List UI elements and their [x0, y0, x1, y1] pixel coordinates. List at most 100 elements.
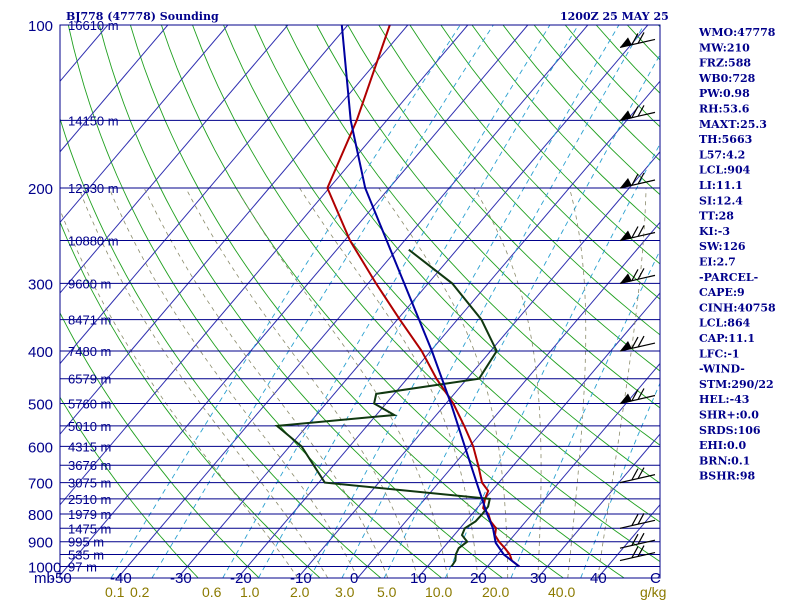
- index-value: -WIND-: [699, 363, 745, 376]
- height-label: 535 m: [68, 547, 104, 562]
- index-value: EI:2.7: [699, 256, 736, 269]
- mixing-ratio-tick-label: 0.6: [202, 584, 222, 600]
- height-label: 5010 m: [68, 419, 111, 434]
- moist-adiabat-line: [60, 208, 299, 578]
- index-value: WMO:47778: [698, 26, 776, 39]
- dry-adiabat-line: [60, 396, 199, 578]
- pressure-tick-label: 200: [28, 181, 53, 198]
- mixing-ratio-tick-label: 40.0: [548, 584, 575, 600]
- mixing-ratio-lines: [110, 25, 660, 578]
- pressure-tick-label: 100: [28, 18, 53, 35]
- isotherm-line: [297, 151, 660, 578]
- mixing-ratio-line: [341, 25, 645, 578]
- isotherm-line: [417, 292, 660, 578]
- mixing-ratio-tick-label: 0.1: [105, 584, 125, 600]
- moist-adiabat-line: [108, 187, 359, 578]
- isotherm-line: [60, 25, 229, 224]
- valid-time: 1200Z 25 MAY 25: [560, 10, 669, 23]
- height-label: 12330 m: [68, 181, 119, 196]
- height-label: 3676 m: [68, 458, 111, 473]
- mixing-ratio-line: [222, 25, 551, 578]
- pressure-tick-label: 800: [28, 507, 53, 524]
- index-value: SI:12.4: [699, 194, 743, 207]
- mixing-ratio-tick-label: 1.0: [240, 584, 260, 600]
- isotherm-line: [60, 25, 529, 577]
- pressure-tick-label: 1000: [28, 560, 61, 577]
- isotherm-line: [177, 25, 649, 578]
- wind-barb: [619, 268, 656, 284]
- pressure-tick-label: 600: [28, 439, 53, 456]
- dry-adiabat-line: [60, 311, 260, 578]
- index-value: EHI:0.0: [699, 439, 746, 452]
- dry-adiabat-line: [129, 25, 564, 578]
- index-value: LCL:864: [699, 317, 751, 330]
- dry-adiabat-line: [347, 25, 660, 372]
- series-temperature: [326, 25, 520, 568]
- indices-panel: WMO:47778 MW:210 FRZ:588 WB0:728 PW:0.98 RH:5…: [698, 26, 776, 483]
- height-label: 8471 m: [68, 313, 111, 328]
- index-value: LI:11.1: [699, 179, 743, 192]
- height-label: 2510 m: [68, 492, 111, 507]
- mixing-ratio-line: [151, 25, 494, 578]
- mixing-ratio-line: [383, 53, 660, 578]
- height-label: 6579 m: [68, 372, 111, 387]
- index-value: TH:5663: [699, 133, 752, 146]
- index-value: MAXT:25.3: [699, 118, 767, 131]
- index-value: SHR+:0.0: [699, 409, 759, 422]
- dry-adiabat-line: [409, 25, 660, 300]
- isotherm-line: [117, 25, 589, 578]
- index-value: L57:4.2: [699, 148, 745, 161]
- wind-barb: [619, 467, 656, 484]
- wind-barb: [619, 545, 656, 562]
- index-value: SW:126: [699, 240, 746, 253]
- sounding-profiles: [274, 25, 520, 568]
- series-dewpoint: [274, 248, 498, 568]
- moist-adiabat-line: [78, 187, 329, 578]
- dry-adiabat-line: [285, 25, 660, 446]
- index-value: CAPE:9: [699, 286, 745, 299]
- mixing-ratio-tick-label: 0.2: [130, 584, 150, 600]
- isotherm-line: [357, 221, 660, 578]
- dry-adiabats: [60, 25, 660, 578]
- height-label: 10880 m: [68, 233, 119, 248]
- wind-barb: [619, 388, 656, 405]
- isotherms: [60, 25, 660, 578]
- mixing-ratio-line: [258, 25, 579, 578]
- plot-frame: [59, 24, 661, 579]
- isobars: [60, 24, 660, 568]
- moist-adiabat-line: [143, 187, 389, 578]
- moist-adiabat-line: [378, 187, 509, 578]
- isotherm-line: [477, 362, 660, 578]
- index-value: CAP:11.1: [699, 332, 755, 345]
- wind-barbs: [619, 32, 656, 562]
- index-value: TT:28: [699, 210, 734, 223]
- pressure-tick-label: 400: [28, 344, 53, 361]
- dry-adiabat-line: [440, 25, 660, 265]
- moist-adiabat-line: [597, 187, 647, 578]
- isotherm-line: [60, 25, 169, 153]
- isotherm-line: [60, 25, 349, 365]
- index-value: HEL:-43: [699, 393, 749, 406]
- moist-adiabats: [60, 187, 647, 578]
- height-label: 3075 m: [68, 476, 111, 491]
- dry-adiabat-line: [254, 25, 660, 484]
- index-value: BSHR:98: [699, 470, 755, 483]
- mixing-ratio-tick-label: 2.0: [290, 584, 310, 600]
- mixing-ratio-tick-label: 5.0: [377, 584, 397, 600]
- dry-adiabat-line: [60, 220, 321, 578]
- isotherm-line: [60, 25, 469, 506]
- dry-adiabat-line: [316, 25, 660, 409]
- height-label: 14150 m: [68, 113, 119, 128]
- wind-barb: [619, 225, 656, 242]
- height-label: 97 m: [68, 560, 97, 575]
- index-value: LCL:904: [699, 164, 751, 177]
- height-label: 5760 m: [68, 397, 111, 412]
- moist-adiabat-line: [299, 187, 479, 578]
- series-parcel: [340, 25, 520, 568]
- pressure-tick-label: 700: [28, 476, 53, 493]
- wind-barb: [619, 513, 656, 529]
- mixing-ratio-unit-label: g/kg: [640, 584, 666, 600]
- index-value: LFC:-1: [699, 347, 740, 360]
